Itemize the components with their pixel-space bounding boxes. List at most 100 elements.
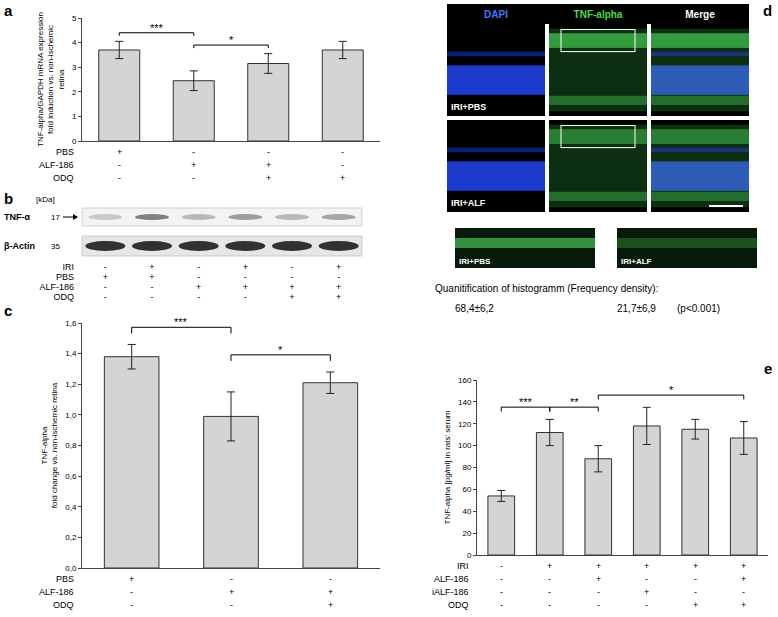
svg-text:-: -	[597, 600, 600, 610]
svg-text:1,2: 1,2	[65, 380, 77, 389]
svg-text:ODQ: ODQ	[53, 292, 74, 302]
svg-text:+: +	[644, 587, 649, 597]
svg-text:+: +	[741, 600, 746, 610]
svg-text:+: +	[266, 160, 271, 170]
svg-text:DAPI: DAPI	[484, 9, 508, 20]
svg-text:+: +	[328, 587, 333, 597]
svg-text:+: +	[741, 561, 746, 571]
svg-text:-: -	[197, 272, 200, 282]
svg-text:160: 160	[458, 376, 472, 385]
svg-text:IRI+ALF: IRI+ALF	[621, 257, 652, 266]
svg-text:-: -	[341, 147, 344, 157]
svg-text:-: -	[742, 587, 745, 597]
svg-text:+: +	[103, 272, 108, 282]
svg-text:+: +	[328, 600, 333, 610]
svg-text:iALF-186: iALF-186	[432, 587, 469, 597]
svg-text:+: +	[547, 561, 552, 571]
svg-text:-: -	[192, 173, 195, 183]
svg-text:20: 20	[462, 529, 471, 538]
svg-text:IRI: IRI	[62, 262, 74, 272]
svg-text:Merge: Merge	[685, 9, 715, 20]
svg-text:-: -	[694, 574, 697, 584]
svg-text:-: -	[104, 282, 107, 292]
svg-text:IRI+PBS: IRI+PBS	[459, 257, 491, 266]
svg-text:-: -	[118, 160, 121, 170]
svg-text:+: +	[266, 173, 271, 183]
svg-text:-: -	[548, 600, 551, 610]
svg-text:+: +	[693, 561, 698, 571]
svg-text:β-Actin: β-Actin	[4, 241, 35, 251]
svg-text:ODQ: ODQ	[53, 600, 74, 610]
svg-text:120: 120	[458, 420, 472, 429]
svg-text:TNF-alphafold change vs. non-i: TNF-alphafold change vs. non-ischemic re…	[40, 382, 59, 508]
svg-text:4: 4	[72, 38, 77, 47]
svg-text:-: -	[267, 147, 270, 157]
svg-text:-: -	[244, 292, 247, 302]
svg-text:-: -	[291, 262, 294, 272]
svg-text:-: -	[151, 292, 154, 302]
svg-text:21,7±6,9: 21,7±6,9	[617, 303, 656, 314]
svg-text:-: -	[645, 600, 648, 610]
svg-text:+: +	[644, 561, 649, 571]
svg-text:+: +	[149, 272, 154, 282]
svg-text:-: -	[645, 574, 648, 584]
svg-text:+: +	[243, 282, 248, 292]
svg-text:+: +	[340, 173, 345, 183]
svg-text:-: -	[104, 262, 107, 272]
svg-text:3: 3	[72, 63, 77, 72]
svg-text:-: -	[197, 292, 200, 302]
svg-text:+: +	[289, 282, 294, 292]
svg-text:***: ***	[174, 316, 188, 328]
svg-text:ODQ: ODQ	[448, 600, 469, 610]
svg-text:0,0: 0,0	[65, 564, 77, 573]
svg-text:-: -	[500, 574, 503, 584]
svg-text:68,4±6,2: 68,4±6,2	[455, 303, 494, 314]
svg-text:-: -	[500, 587, 503, 597]
svg-text:TNF-alpha [pg/ml] in rats' ser: TNF-alpha [pg/ml] in rats' serum	[443, 410, 452, 524]
svg-text:PBS: PBS	[56, 272, 74, 282]
svg-text:-: -	[118, 173, 121, 183]
svg-text:+: +	[741, 574, 746, 584]
svg-text:0,8: 0,8	[65, 441, 77, 450]
svg-text:+: +	[336, 262, 341, 272]
svg-text:100: 100	[458, 441, 472, 450]
svg-text:+: +	[149, 262, 154, 272]
svg-text:***: ***	[519, 396, 533, 408]
svg-text:+: +	[336, 282, 341, 292]
svg-text:17: 17	[51, 213, 60, 222]
svg-text:ALF-186: ALF-186	[434, 574, 469, 584]
svg-text:TNF-alpha/GAPDH mRNA expressio: TNF-alpha/GAPDH mRNA expressionfold indu…	[36, 12, 66, 147]
svg-text:**: **	[570, 396, 579, 408]
svg-text:5: 5	[72, 14, 77, 23]
svg-text:1: 1	[72, 112, 77, 121]
svg-text:-: -	[230, 574, 233, 584]
svg-text:-: -	[192, 147, 195, 157]
svg-text:-: -	[694, 587, 697, 597]
svg-text:*: *	[669, 384, 674, 396]
svg-text:0: 0	[467, 551, 472, 560]
svg-text:+: +	[196, 282, 201, 292]
svg-text:0,2: 0,2	[65, 533, 77, 542]
svg-text:80: 80	[462, 463, 471, 472]
svg-text:ALF-186: ALF-186	[39, 587, 74, 597]
svg-text:40: 40	[462, 507, 471, 516]
svg-text:ALF-186: ALF-186	[39, 160, 74, 170]
svg-text:35: 35	[51, 242, 60, 251]
svg-text:-: -	[500, 600, 503, 610]
svg-text:Quanitification of histogramm: Quanitification of histogramm (Frequency…	[435, 283, 658, 294]
svg-text:+: +	[129, 574, 134, 584]
svg-text:TNF-alpha: TNF-alpha	[574, 9, 623, 20]
svg-text:-: -	[197, 262, 200, 272]
svg-text:+: +	[596, 574, 601, 584]
svg-text:+: +	[229, 587, 234, 597]
svg-text:-: -	[104, 292, 107, 302]
svg-text:+: +	[117, 147, 122, 157]
svg-text:-: -	[230, 600, 233, 610]
svg-text:(p<0.001): (p<0.001)	[677, 303, 720, 314]
svg-text:-: -	[337, 272, 340, 282]
svg-text:0,4: 0,4	[65, 503, 77, 512]
svg-text:2: 2	[72, 88, 77, 97]
svg-text:PBS: PBS	[56, 147, 74, 157]
svg-text:IRI+ALF: IRI+ALF	[451, 198, 486, 208]
svg-text:+: +	[191, 160, 196, 170]
